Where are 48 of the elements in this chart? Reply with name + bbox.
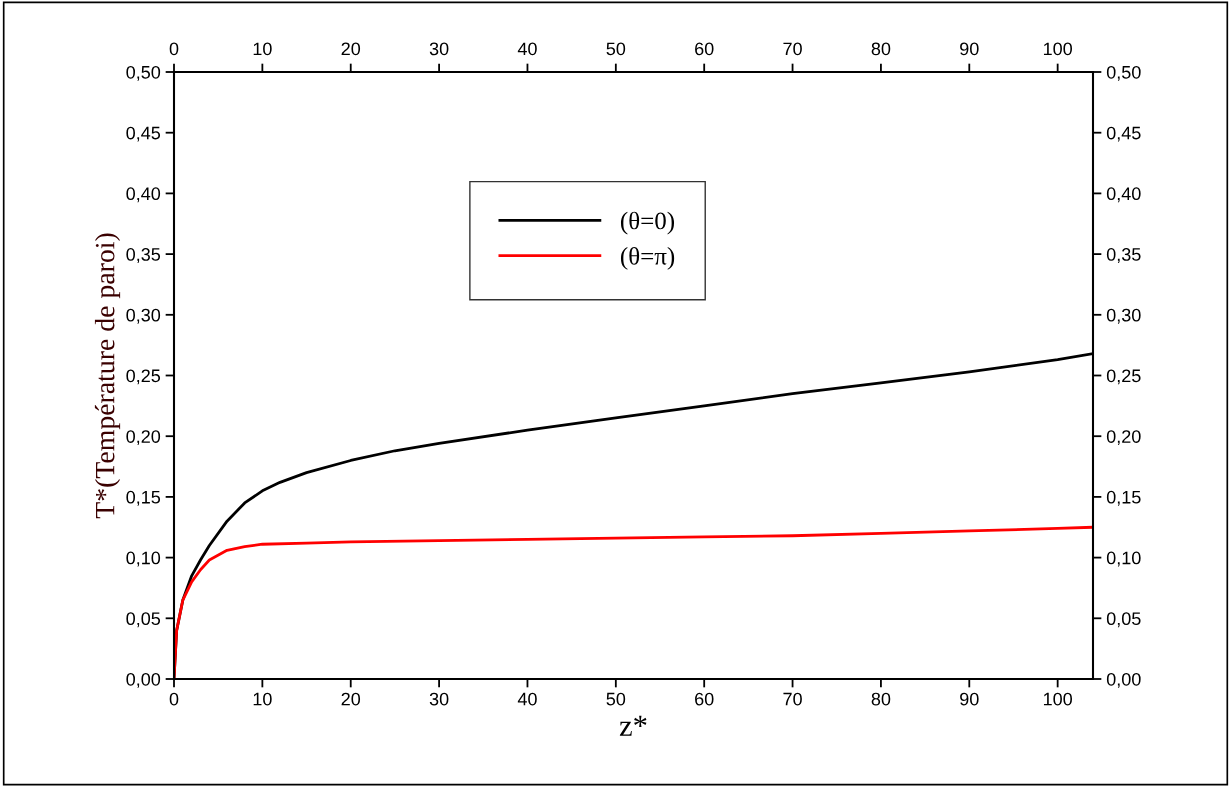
y-tick-label: 0,45: [126, 126, 161, 142]
x2-tick-label: 40: [517, 42, 537, 56]
y2-tick-label: 0,40: [1106, 187, 1141, 203]
y-tick-label: 0,05: [126, 612, 161, 628]
legend-label: (θ=π): [620, 246, 675, 270]
y-axis-title: T*(Température de paroi): [94, 233, 121, 519]
x2-tick-label: 10: [253, 42, 272, 56]
y-tick-label: 0,20: [126, 430, 161, 446]
x-tick-label: 50: [606, 692, 626, 706]
y2-tick-label: 0,10: [1106, 551, 1141, 567]
y-tick-label: 0,50: [126, 65, 161, 81]
x2-tick-label: 60: [695, 42, 714, 56]
x-tick-label: 90: [960, 692, 979, 706]
x-tick-label: 80: [871, 692, 891, 706]
y2-tick-label: 0,00: [1106, 672, 1141, 688]
y-tick-label: 0,10: [126, 551, 161, 567]
y2-tick-label: 0,15: [1106, 490, 1141, 506]
y2-tick-label: 0,35: [1106, 248, 1141, 263]
y-tick-label: 0,30: [126, 308, 161, 324]
legend-label: (θ=0): [620, 211, 674, 235]
y2-tick-label: 0,20: [1106, 430, 1141, 446]
x-tick-label: 40: [517, 692, 537, 706]
y2-tick-label: 0,50: [1106, 65, 1141, 81]
y-tick-label: 0,15: [126, 490, 161, 506]
x-tick-label: 70: [783, 692, 802, 706]
x2-tick-label: 50: [606, 42, 626, 56]
x2-tick-label: 90: [960, 42, 979, 56]
y2-tick-label: 0,05: [1106, 612, 1141, 628]
y-tick-label: 0,00: [126, 672, 161, 688]
x-tick-label: 100: [1043, 692, 1073, 706]
x-tick-label: 20: [341, 692, 361, 706]
x-axis-title: z*: [619, 715, 647, 736]
y2-tick-label: 0,25: [1106, 369, 1141, 385]
y-tick-label: 0,40: [126, 187, 161, 203]
x2-tick-label: 0: [169, 42, 179, 56]
y-tick-label: 0,25: [126, 369, 161, 385]
x-tick-label: 0: [169, 692, 179, 706]
y2-tick-label: 0,45: [1106, 126, 1141, 142]
x2-tick-label: 70: [783, 42, 802, 56]
x-tick-label: 10: [253, 692, 272, 706]
x2-tick-label: 100: [1043, 42, 1073, 56]
y-tick-label: 0,35: [126, 248, 161, 263]
x2-tick-label: 30: [429, 42, 449, 56]
x-tick-label: 30: [429, 692, 449, 706]
x2-tick-label: 20: [341, 42, 361, 56]
y2-tick-label: 0,30: [1106, 308, 1141, 324]
x-tick-label: 60: [695, 692, 714, 706]
x2-tick-label: 80: [871, 42, 891, 56]
